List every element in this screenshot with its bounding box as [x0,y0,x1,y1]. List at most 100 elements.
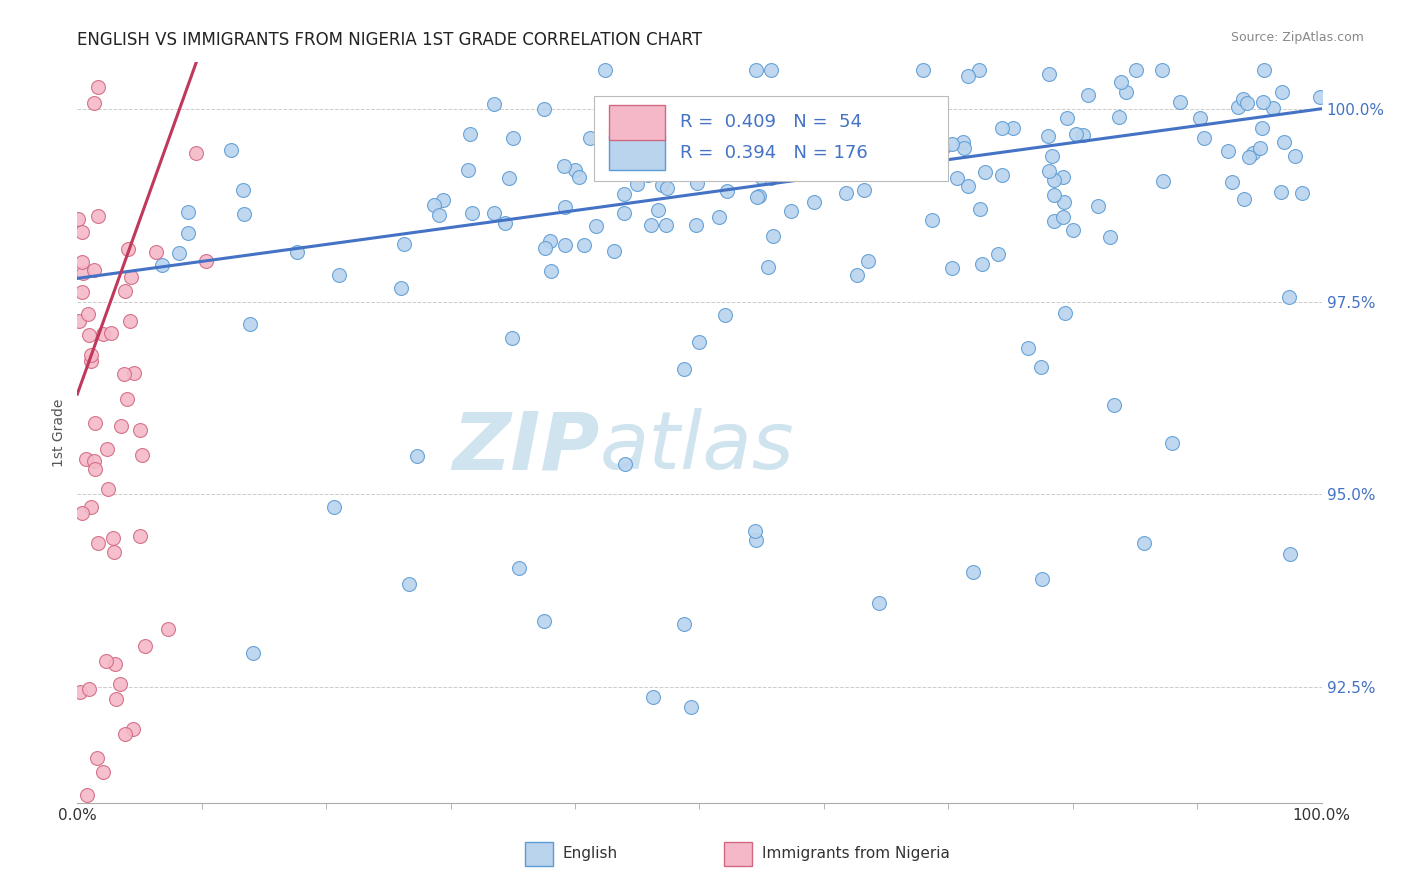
Point [134,640,156,654]
Point [533,615,555,629]
Point [613,206,636,220]
Point [80,500,103,514]
Point [759,171,782,186]
Point [856,254,879,268]
Point [853,105,876,120]
Point [103,531,125,545]
Point [1291,186,1313,200]
Point [1043,173,1066,187]
Point [908,156,931,170]
Point [1263,101,1285,115]
Point [1272,135,1295,149]
Point [1038,164,1060,178]
Point [498,170,520,185]
Point [651,178,673,193]
Point [239,317,262,331]
Point [876,164,898,178]
Point [1132,536,1154,550]
Point [1279,547,1302,561]
Point [482,97,505,112]
Point [389,281,412,295]
Point [846,268,869,283]
Point [97,482,120,496]
Point [100,326,122,340]
Point [595,63,617,78]
Point [1029,359,1052,374]
Point [647,121,669,136]
Point [398,577,420,591]
Point [783,112,806,127]
Point [1192,131,1215,145]
Point [1017,341,1039,355]
Point [953,141,976,155]
Point [647,203,669,218]
Point [1232,92,1254,106]
Point [685,218,707,232]
Point [603,244,626,259]
Point [749,169,772,184]
Point [614,109,637,123]
Point [84,416,107,430]
Point [1189,111,1212,125]
Point [1052,211,1074,225]
Point [1251,120,1274,135]
Point [83,95,105,110]
Point [1043,188,1066,202]
Point [748,189,770,203]
Point [432,193,454,207]
Point [688,334,710,349]
Point [1087,199,1109,213]
Point [640,218,662,232]
Point [1077,87,1099,102]
Point [941,136,963,151]
Point [807,129,830,144]
Point [568,170,591,185]
Point [104,657,127,672]
Point [219,143,242,157]
Point [128,423,150,437]
Point [392,237,415,252]
Point [114,284,136,298]
Point [94,654,117,668]
Point [80,347,103,361]
Point [72,506,94,520]
Point [828,108,851,122]
Point [991,120,1014,135]
Point [969,63,991,78]
Point [104,692,127,706]
Point [747,190,769,204]
Text: R =  0.409   N =  54: R = 0.409 N = 54 [679,113,862,131]
Point [1042,213,1064,227]
Point [716,184,738,198]
Point [921,213,943,227]
Point [67,314,90,328]
Point [1241,145,1264,160]
Point [973,164,995,178]
Point [70,255,93,269]
Point [970,257,993,271]
Point [673,617,696,632]
Point [835,186,858,200]
Point [91,765,114,780]
Point [1284,149,1306,163]
Point [987,247,1010,261]
Bar [526,842,553,866]
Point [1270,186,1292,200]
Point [969,202,991,216]
Text: Immigrants from Nigeria: Immigrants from Nigeria [762,847,949,862]
Point [1227,100,1250,114]
Point [952,135,974,149]
Text: R =  0.394   N = 176: R = 0.394 N = 176 [679,144,868,161]
Point [114,727,136,741]
Point [169,245,191,260]
Point [84,462,107,476]
Point [1161,435,1184,450]
Point [461,206,484,220]
Point [86,751,108,765]
Point [177,226,200,240]
Point [422,197,444,211]
Point [897,149,920,163]
Point [1053,195,1076,210]
Point [83,454,105,468]
Point [1237,149,1260,163]
